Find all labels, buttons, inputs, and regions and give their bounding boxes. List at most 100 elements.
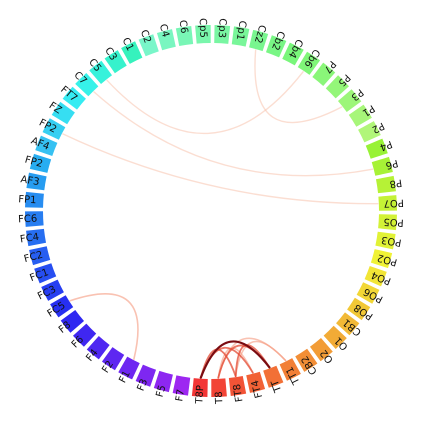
- node-label: Cz2: [252, 23, 268, 44]
- node-segment: [42, 118, 66, 140]
- node-label: FP2: [23, 155, 43, 170]
- chord-links: [62, 49, 379, 379]
- node-label: C2: [138, 28, 153, 44]
- chord-link: [234, 340, 287, 377]
- node-segment: [29, 246, 51, 266]
- chord-link: [69, 293, 139, 360]
- node-label: Cp5: [197, 18, 209, 38]
- node-segment: [297, 51, 321, 75]
- node-segment: [282, 42, 304, 66]
- node-ring: [25, 25, 397, 397]
- node-segment: [371, 156, 393, 176]
- node-label: PO5: [383, 216, 404, 228]
- node-segment: [195, 25, 211, 44]
- node-segment: [138, 34, 159, 57]
- node-segment: [101, 347, 125, 371]
- node-label: Cp1: [234, 20, 248, 41]
- node-segment: [378, 214, 397, 231]
- node-segment: [364, 265, 387, 287]
- chord-link: [199, 340, 271, 379]
- node-segment: [231, 26, 250, 47]
- node-segment: [121, 41, 143, 64]
- node-segment: [156, 29, 176, 51]
- node-segment: [26, 172, 47, 191]
- node-segment: [337, 89, 362, 113]
- node-label: FT4: [250, 379, 265, 399]
- node-segment: [295, 348, 318, 372]
- node-label: FP1: [18, 194, 37, 206]
- node-segment: [26, 228, 47, 247]
- node-label: T8P: [194, 385, 206, 405]
- node-segment: [263, 365, 284, 388]
- node-segment: [358, 121, 381, 143]
- chord-link: [93, 91, 374, 177]
- node-segment: [191, 378, 208, 397]
- node-label: PO3: [381, 234, 403, 248]
- node-segment: [370, 249, 393, 269]
- node-segment: [89, 60, 113, 85]
- node-segment: [135, 364, 157, 387]
- node-segment: [309, 337, 333, 362]
- node-label: F3: [136, 377, 151, 392]
- chord-link: [106, 71, 304, 135]
- node-segment: [265, 35, 287, 58]
- node-label: PO7: [383, 197, 404, 209]
- node-segment: [118, 356, 140, 380]
- node-segment: [60, 309, 85, 333]
- node-segment: [29, 153, 52, 173]
- node-segment: [279, 358, 301, 381]
- node-segment: [86, 336, 110, 360]
- node-segment: [336, 312, 360, 336]
- node-segment: [153, 370, 173, 393]
- node-segment: [104, 50, 127, 74]
- node-label: C4: [157, 23, 171, 39]
- node-label: FC6: [18, 214, 38, 226]
- node-segment: [214, 25, 231, 44]
- node-segment: [175, 26, 194, 47]
- node-segment: [72, 323, 97, 347]
- node-segment: [75, 72, 99, 97]
- node-segment: [347, 297, 371, 321]
- node-segment: [62, 86, 86, 110]
- node-label: TT: [269, 378, 284, 395]
- node-label: PO2: [376, 251, 398, 267]
- node-segment: [325, 75, 350, 99]
- node-label: AF3: [20, 174, 41, 188]
- node-label: C6: [177, 19, 190, 34]
- node-label: T8: [214, 391, 226, 405]
- node-segment: [356, 282, 380, 304]
- node-segment: [211, 378, 227, 397]
- node-segment: [172, 375, 191, 396]
- chord-link: [254, 49, 343, 124]
- node-segment: [249, 29, 269, 52]
- node-label: C1: [120, 36, 136, 53]
- node-label: P8: [389, 177, 403, 190]
- node-label: FC2: [23, 250, 44, 265]
- node-label: FT8: [232, 383, 246, 402]
- node-label: P6: [384, 157, 399, 171]
- node-segment: [375, 175, 396, 194]
- chord-link: [217, 347, 254, 379]
- node-segment: [34, 263, 57, 284]
- node-label: F5: [155, 384, 169, 399]
- node-segment: [365, 138, 388, 159]
- node-label: P2: [370, 120, 386, 135]
- node-label: Cp3: [216, 18, 228, 38]
- node-labels: T8P T8 FT8 FT4 TTTT1CB2O2O1CB1PO8PO6PO4PO2PO…: [18, 18, 404, 405]
- node-label: F7: [174, 389, 187, 403]
- node-segment: [348, 104, 372, 127]
- node-segment: [323, 325, 347, 350]
- node-label: P4: [378, 138, 393, 153]
- chord-link: [62, 133, 379, 205]
- node-segment: [375, 231, 396, 250]
- node-segment: [50, 295, 74, 318]
- node-segment: [312, 62, 336, 86]
- node-segment: [51, 101, 75, 125]
- node-segment: [41, 279, 64, 301]
- node-segment: [246, 371, 266, 393]
- node-segment: [25, 211, 44, 227]
- node-segment: [228, 375, 247, 396]
- node-label: F1: [117, 369, 132, 385]
- node-segment: [378, 195, 397, 211]
